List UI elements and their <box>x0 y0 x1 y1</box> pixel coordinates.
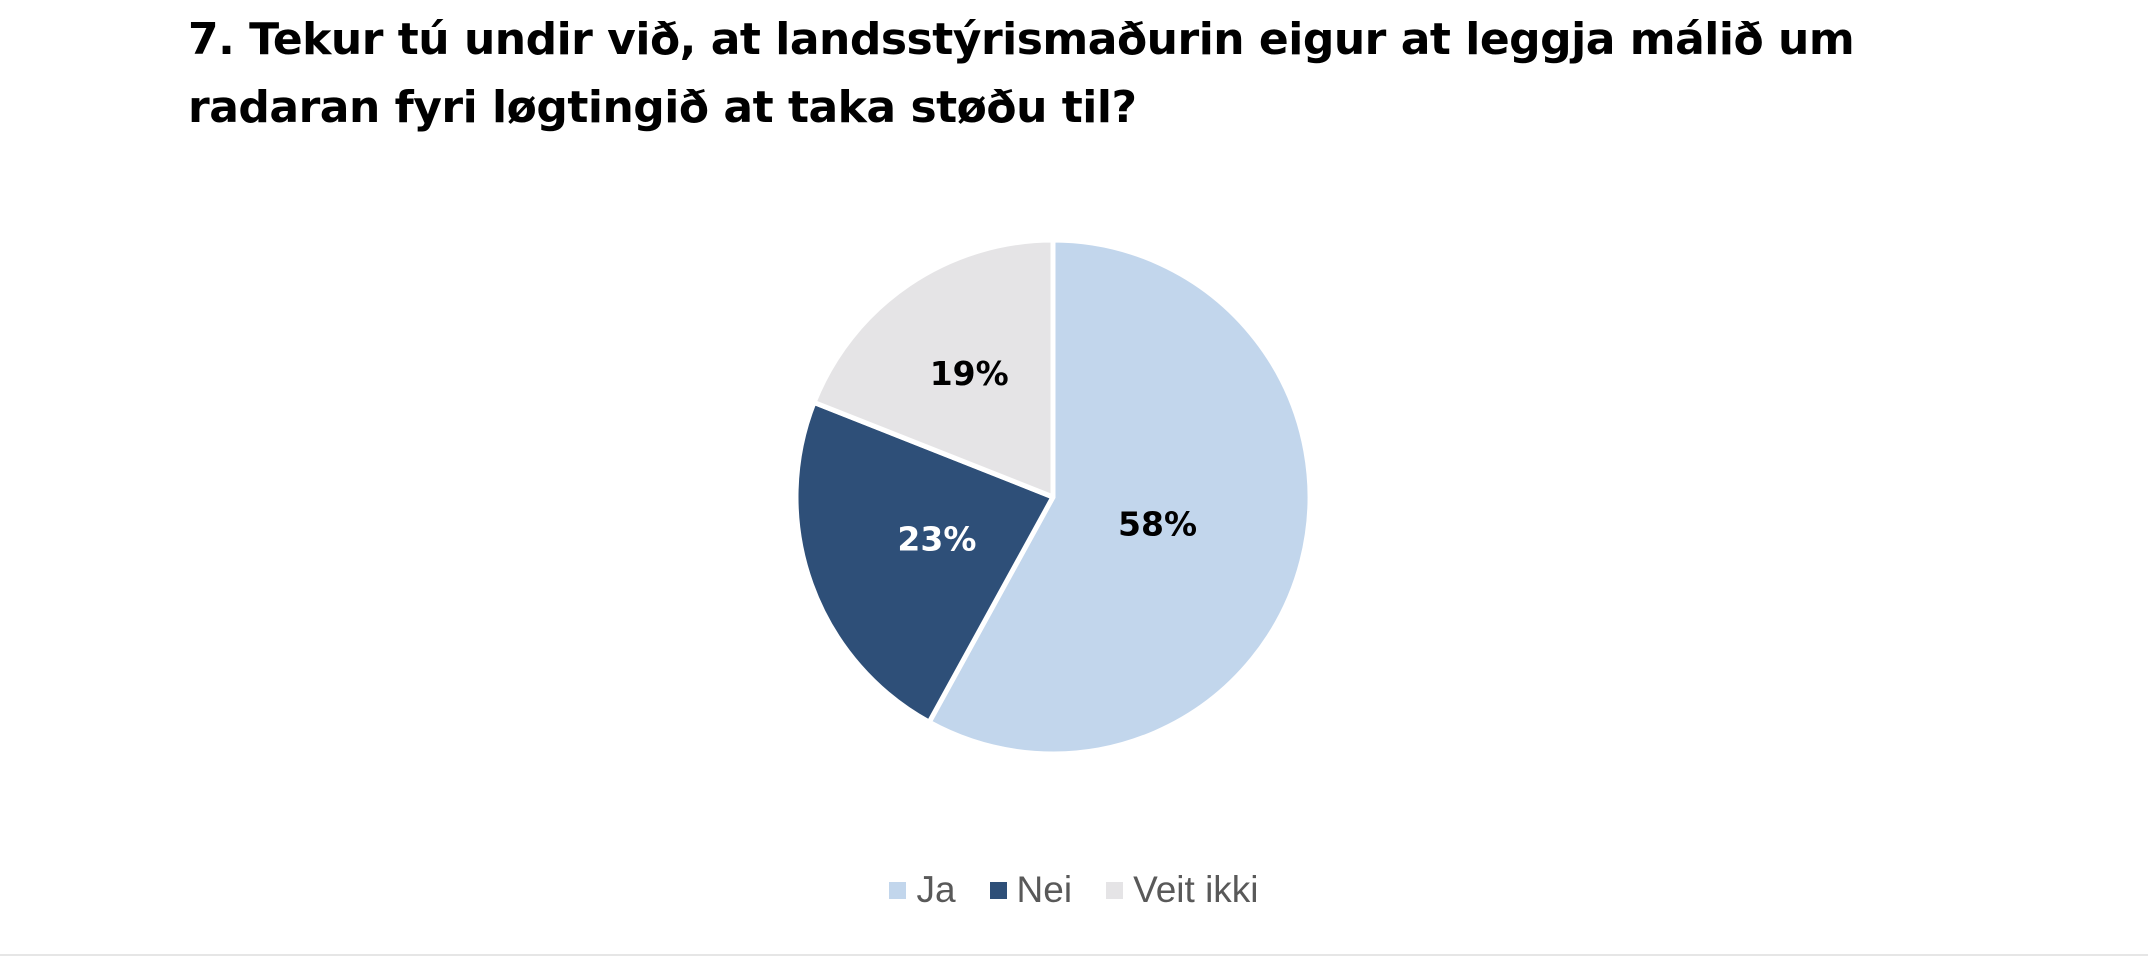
data-label-ja: 58% <box>1118 504 1197 543</box>
chart-title: 7. Tekur tú undir við, at landsstýrismað… <box>188 14 1855 133</box>
legend-item-ja[interactable]: Ja <box>889 869 956 911</box>
legend-item-nei[interactable]: Nei <box>989 869 1073 911</box>
data-label-veit-ikki: 19% <box>930 354 1009 393</box>
pie-slice-nei[interactable] <box>793 399 1056 725</box>
pie-slices <box>793 237 1313 757</box>
legend-swatch-nei <box>989 881 1007 899</box>
pie-slice-veit-ikki[interactable] <box>811 237 1056 500</box>
pie-data-labels: 58% 23% 19% <box>897 354 1197 558</box>
legend-item-veit-ikki[interactable]: Veit ikki <box>1106 869 1259 911</box>
legend-swatch-veit-ikki <box>1106 881 1124 899</box>
legend-label-nei: Nei <box>1016 869 1073 910</box>
legend-label-ja: Ja <box>916 869 956 910</box>
legend-swatch-ja <box>889 881 907 899</box>
chart-legend: Ja Nei Veit ikki <box>0 862 2148 918</box>
legend-label-veit-ikki: Veit ikki <box>1133 869 1259 910</box>
bottom-divider <box>0 954 2148 956</box>
data-label-nei: 23% <box>897 519 976 558</box>
pie-slice-ja[interactable] <box>926 237 1313 757</box>
